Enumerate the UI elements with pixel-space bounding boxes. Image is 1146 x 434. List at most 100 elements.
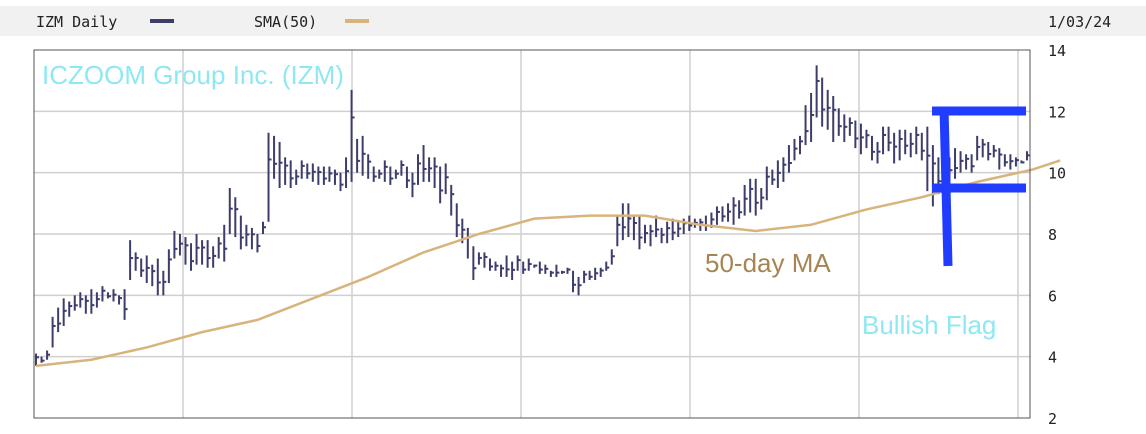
price-bar: [79, 292, 84, 308]
price-bar: [417, 154, 422, 185]
price-bar: [35, 353, 39, 366]
price-bar: [832, 96, 837, 142]
price-bar: [577, 276, 582, 296]
price-bar: [466, 227, 471, 259]
legend-symbol-label: IZM Daily: [36, 13, 117, 31]
price-bar: [383, 160, 388, 182]
price-bar: [821, 77, 826, 127]
price-bar: [1020, 160, 1025, 164]
price-bar: [118, 295, 123, 305]
price-bar: [140, 258, 145, 277]
price-bar: [754, 178, 759, 216]
price-bar: [483, 252, 488, 268]
ma-annotation: 50-day MA: [705, 248, 831, 278]
price-bar: [516, 255, 521, 271]
price-bar: [273, 135, 278, 179]
price-bar: [583, 270, 588, 284]
y-tick-label: 10: [1048, 165, 1066, 183]
price-bar: [494, 261, 499, 271]
header-date: 1/03/24: [1048, 13, 1111, 31]
price-bar: [732, 197, 737, 225]
price-bar: [859, 123, 864, 155]
price-bar: [234, 197, 239, 238]
price-bar: [727, 203, 732, 222]
price-bar: [765, 166, 770, 201]
price-bar: [599, 267, 604, 277]
price-bar: [184, 237, 189, 265]
price-bar: [1009, 154, 1014, 170]
price-bar: [926, 126, 931, 192]
price-bar: [394, 169, 399, 179]
price-bar: [217, 237, 222, 259]
price-bar: [129, 240, 134, 280]
price-bar: [533, 264, 538, 268]
price-bar: [771, 169, 776, 185]
price-bar: [954, 148, 959, 179]
plot-frame: [33, 49, 1031, 419]
price-bar: [738, 200, 743, 219]
price-bar: [588, 270, 593, 280]
price-bar: [898, 129, 903, 161]
price-bar: [84, 295, 89, 314]
price-bar: [57, 307, 62, 333]
price-bar: [256, 234, 261, 253]
price-bar: [439, 166, 444, 204]
price-bar: [212, 246, 217, 268]
price-bar: [123, 289, 128, 320]
price-bar: [666, 221, 671, 244]
price-bar: [178, 234, 183, 256]
price-bar: [62, 298, 67, 326]
price-bar: [632, 215, 637, 241]
price-bar: [46, 350, 51, 360]
grid: [34, 50, 1030, 418]
price-bar: [643, 224, 648, 244]
price-bar: [931, 145, 936, 207]
price-bar: [145, 255, 150, 284]
price-bar: [671, 218, 676, 241]
price-bar: [782, 157, 787, 182]
price-bar: [843, 114, 848, 142]
price-bar: [173, 230, 178, 259]
price-bar: [981, 138, 986, 158]
price-bar: [987, 142, 992, 161]
price-bar: [345, 157, 350, 188]
sma-line: [35, 159, 1061, 368]
y-tick-label: 4: [1048, 349, 1057, 367]
price-bar: [848, 117, 853, 136]
price-bar: [882, 126, 887, 155]
price-bar: [649, 224, 654, 247]
price-bar: [721, 206, 726, 222]
price-bar: [350, 89, 355, 182]
price-bar: [743, 184, 748, 216]
price-bar: [605, 261, 610, 271]
price-bar: [594, 267, 599, 280]
price-bar: [854, 120, 859, 149]
price-bar: [40, 356, 45, 363]
price-bar: [455, 203, 460, 238]
price-bar: [477, 252, 482, 265]
price-bar: [887, 126, 892, 152]
price-bar: [544, 264, 549, 274]
price-bar: [677, 221, 682, 238]
y-tick-label: 14: [1048, 42, 1066, 60]
price-bar: [372, 166, 377, 182]
price-bar: [909, 132, 914, 158]
price-bar: [278, 142, 283, 188]
price-bar: [555, 264, 560, 277]
company-annotation: ICZOOM Group Inc. (IZM): [42, 60, 344, 90]
price-bar: [998, 148, 1003, 170]
price-bar: [444, 163, 449, 195]
price-bar: [749, 178, 754, 213]
price-bar: [992, 145, 997, 158]
price-bar: [865, 129, 870, 149]
price-bar: [201, 240, 206, 265]
price-bar: [322, 166, 327, 185]
price-bar: [361, 135, 366, 176]
price-bar: [405, 166, 410, 188]
price-bar: [837, 108, 842, 136]
y-axis-ticks: 14 12 10 8 6 4 2: [1048, 42, 1066, 428]
price-bar: [433, 157, 438, 188]
price-bar: [206, 240, 211, 268]
legend-sma-swatch: [345, 19, 369, 23]
